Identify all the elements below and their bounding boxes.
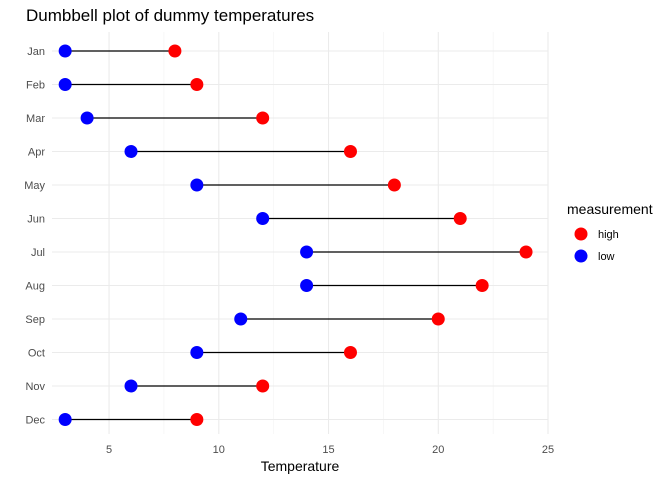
y-tick-label: Jan bbox=[27, 46, 45, 58]
low-point bbox=[124, 145, 138, 158]
y-tick-label: May bbox=[24, 180, 45, 192]
y-tick-label: Jul bbox=[31, 247, 45, 259]
high-point bbox=[431, 312, 445, 326]
major-gridlines bbox=[52, 32, 549, 434]
low-point bbox=[190, 346, 204, 359]
low-point bbox=[58, 78, 72, 91]
high-point bbox=[453, 212, 467, 225]
high-point bbox=[190, 413, 204, 426]
legend-label-high: high bbox=[598, 229, 619, 241]
x-tick-label: 20 bbox=[432, 444, 444, 456]
chart-title: Dumbbell plot of dummy temperatures bbox=[26, 6, 314, 25]
x-axis-tick-labels: 5 10 15 20 25 bbox=[106, 444, 554, 456]
high-point bbox=[475, 279, 489, 292]
y-tick-label: Aug bbox=[25, 281, 45, 293]
data-points bbox=[58, 44, 533, 426]
x-tick-label: 5 bbox=[106, 444, 112, 456]
legend-label-low: low bbox=[598, 251, 615, 263]
high-point bbox=[343, 346, 357, 359]
low-point bbox=[300, 245, 314, 259]
low-point bbox=[58, 413, 72, 426]
low-point bbox=[58, 44, 72, 58]
low-point bbox=[256, 212, 270, 225]
low-point bbox=[124, 379, 138, 393]
legend-key-low bbox=[574, 249, 588, 263]
legend-key-high bbox=[574, 227, 588, 241]
legend-title: measurement bbox=[567, 201, 653, 217]
x-tick-label: 15 bbox=[322, 444, 334, 456]
high-point bbox=[190, 78, 204, 91]
low-point bbox=[190, 178, 204, 192]
low-point bbox=[234, 312, 248, 326]
y-tick-label: Nov bbox=[25, 381, 45, 393]
y-tick-label: Dec bbox=[25, 415, 45, 427]
low-point bbox=[80, 111, 94, 125]
x-tick-label: 10 bbox=[213, 444, 225, 456]
high-point bbox=[256, 111, 270, 125]
y-tick-label: Jun bbox=[27, 214, 45, 226]
minor-gridlines bbox=[163, 32, 494, 434]
low-point bbox=[300, 279, 314, 292]
y-axis-tick-labels: Jan Feb Mar Apr May Jun Jul Aug Sep Oct Nov Dec bbox=[24, 46, 45, 427]
y-tick-label: Sep bbox=[25, 314, 45, 326]
legend: measurement high low bbox=[567, 201, 653, 263]
high-point bbox=[343, 145, 357, 158]
y-tick-label: Mar bbox=[26, 113, 45, 125]
y-tick-label: Apr bbox=[28, 147, 45, 159]
high-point bbox=[519, 245, 533, 259]
high-point bbox=[387, 178, 401, 192]
y-tick-label: Feb bbox=[26, 80, 45, 92]
x-axis-title: Temperature bbox=[261, 458, 340, 474]
high-point bbox=[256, 379, 270, 393]
dumbbell-segments bbox=[65, 50, 527, 421]
x-tick-label: 25 bbox=[542, 444, 554, 456]
high-point bbox=[168, 44, 182, 58]
y-tick-label: Oct bbox=[28, 348, 45, 360]
